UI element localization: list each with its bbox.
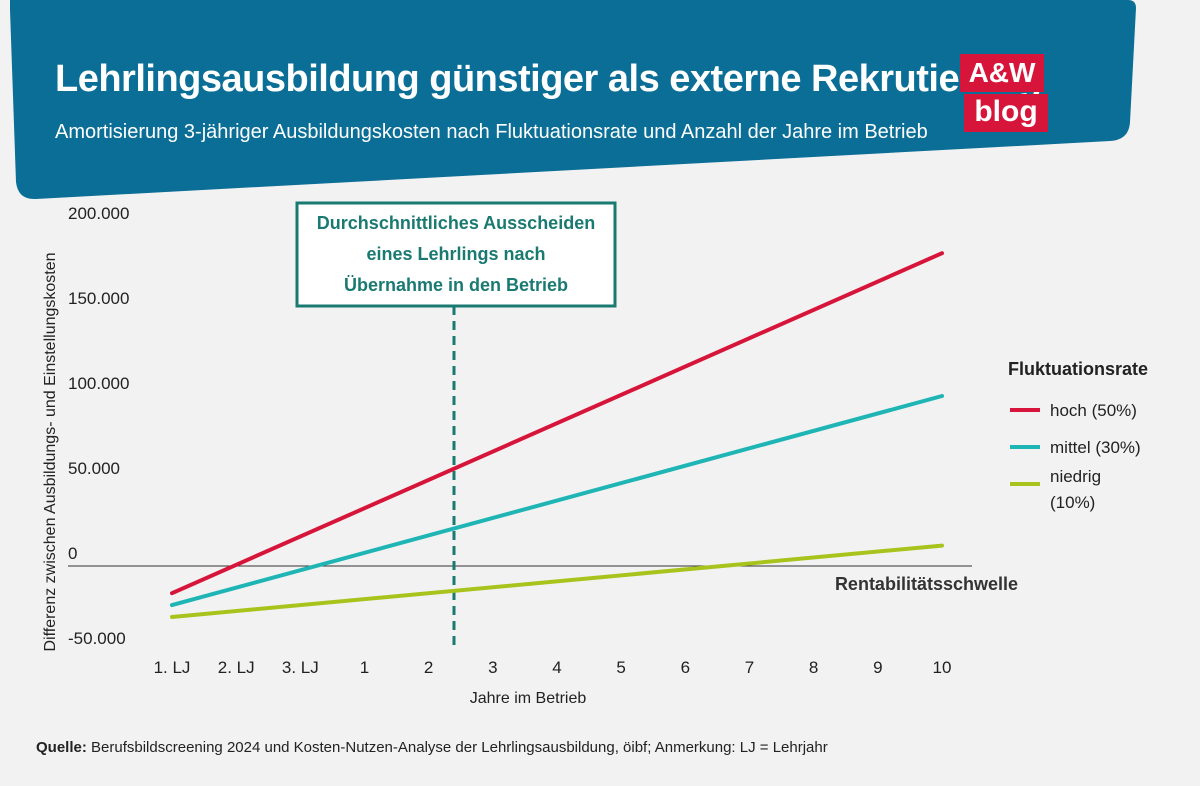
- y-tick-label: 0: [68, 544, 77, 563]
- annotation-line-2: eines Lehrlings nach: [366, 244, 545, 264]
- x-tick-label: 2: [424, 658, 433, 677]
- x-tick-label: 3. LJ: [282, 658, 319, 677]
- series-line-mittel: [170, 394, 944, 608]
- source-note: Quelle: Berufsbildscreening 2024 und Kos…: [36, 739, 828, 756]
- header-background: [10, 0, 1136, 200]
- page-title: Lehrlingsausbildung günstiger als extern…: [55, 58, 1042, 100]
- source-text: Berufsbildscreening 2024 und Kosten-Nutz…: [91, 739, 828, 756]
- x-tick-label: 4: [552, 658, 561, 677]
- x-tick-label: 10: [933, 658, 952, 677]
- y-tick-label: 100.000: [68, 374, 129, 393]
- logo-text-aw: A&W: [960, 54, 1044, 92]
- y-tick-label: 200.000: [68, 204, 129, 223]
- x-tick-label: 3: [488, 658, 497, 677]
- annotation-line-3: Übernahme in den Betrieb: [344, 275, 568, 295]
- threshold-label: Rentabilitätsschwelle: [835, 574, 1018, 594]
- x-tick-label: 6: [681, 658, 690, 677]
- x-tick-label: 5: [616, 658, 625, 677]
- x-tick-label: 7: [745, 658, 754, 677]
- x-axis-label: Jahre im Betrieb: [470, 690, 587, 707]
- annotation-line-1: Durchschnittliches Ausscheiden: [317, 213, 595, 233]
- y-axis-label: Differenz zwischen Ausbildungs- und Eins…: [42, 252, 59, 651]
- x-tick-label: 1. LJ: [154, 658, 191, 677]
- legend-title: Fluktuationsrate: [1008, 359, 1148, 379]
- page-subtitle: Amortisierung 3-jähriger Ausbildungskost…: [55, 121, 928, 143]
- annotation-box: [295, 201, 617, 308]
- series-line-hoch: [170, 251, 944, 596]
- y-tick-label: 150.000: [68, 289, 129, 308]
- legend-item-label: mittel (30%): [1050, 438, 1141, 457]
- series-line-niedrig: [170, 543, 944, 619]
- x-tick-label: 2. LJ: [218, 658, 255, 677]
- legend-item-label-cont: (10%): [1050, 493, 1095, 512]
- logo-text-blog: blog: [964, 94, 1048, 132]
- legend-item-label: niedrig: [1050, 467, 1101, 486]
- header-banner: Lehrlingsausbildung günstiger als extern…: [0, 0, 1200, 200]
- x-tick-label: 9: [873, 658, 882, 677]
- x-tick-label: 1: [360, 658, 369, 677]
- legend: hoch (50%) mittel (30%) niedrig (10%): [1010, 401, 1141, 512]
- y-tick-label: 50.000: [68, 459, 120, 478]
- y-tick-label: -50.000: [68, 629, 126, 648]
- x-tick-label: 8: [809, 658, 818, 677]
- aw-blog-logo[interactable]: A&W blog: [960, 54, 1048, 134]
- source-label: Quelle:: [36, 739, 87, 756]
- legend-item-label: hoch (50%): [1050, 401, 1137, 420]
